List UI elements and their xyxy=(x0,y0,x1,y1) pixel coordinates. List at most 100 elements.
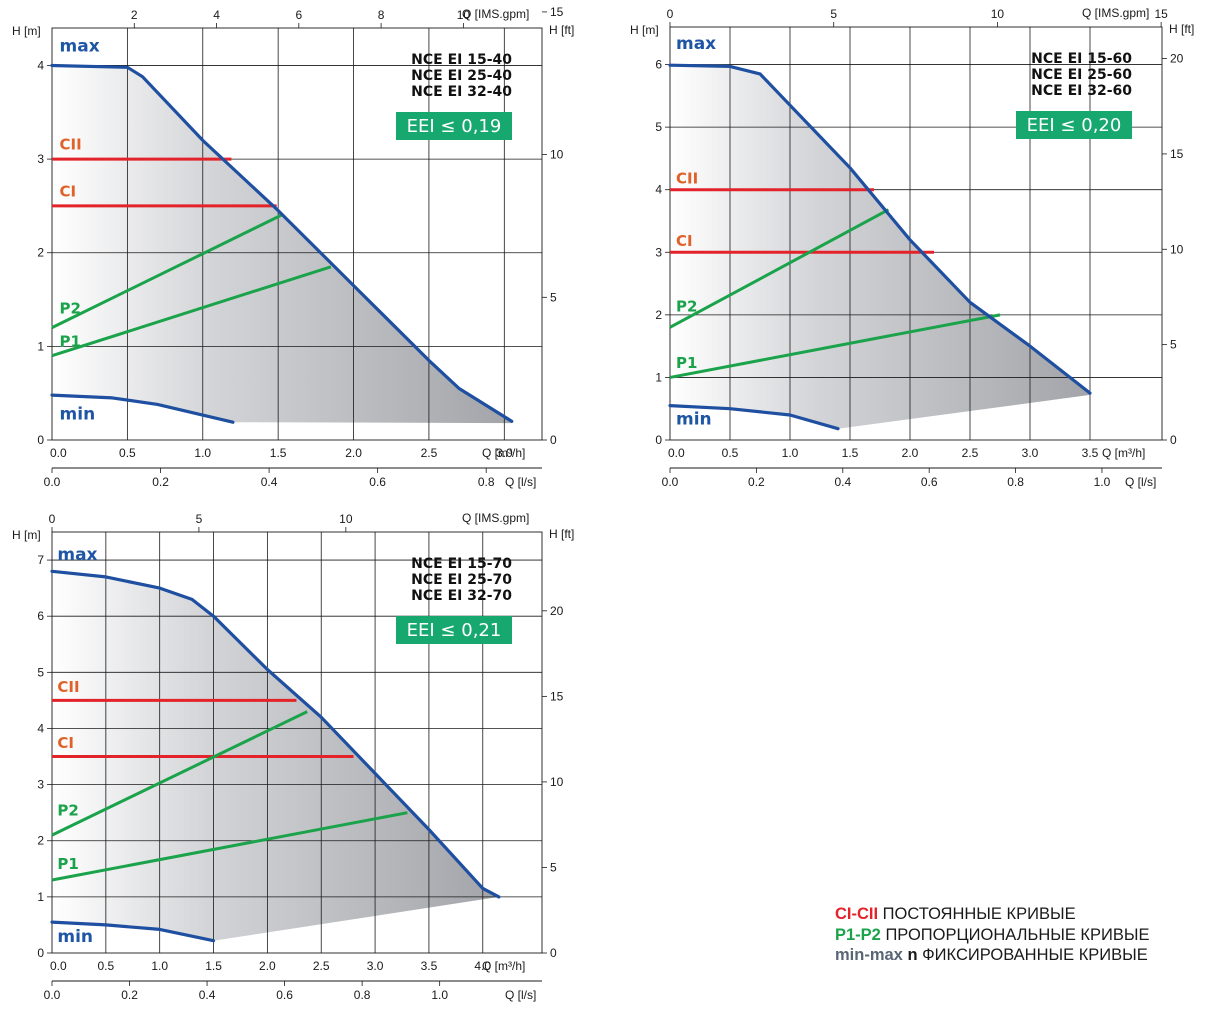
series-line-p2 xyxy=(51,710,308,837)
curve-label-p2: P2 xyxy=(57,801,78,819)
x-tick-label-m3h: 1.0 xyxy=(782,446,799,460)
x-tick-label-ls: 0.0 xyxy=(662,475,679,489)
model-name: NCE EI 15-60 xyxy=(1031,51,1132,67)
x-tick-label-m3h: 3.0 xyxy=(367,959,384,973)
y-axis-label-ft: H [ft] xyxy=(1169,22,1194,36)
x-tick-label-gpm: 6 xyxy=(295,8,302,22)
curve-label-cii: CII xyxy=(57,678,79,696)
x-tick-label-gpm: 10 xyxy=(339,512,353,526)
eei-badge: EEI ≤ 0,20 xyxy=(1016,111,1132,139)
x-tick-label-gpm: 5 xyxy=(830,7,837,21)
y-axis-label-m: H [m] xyxy=(12,24,41,38)
eei-badge: EEI ≤ 0,19 xyxy=(396,112,512,140)
x-tick-label-gpm: 5 xyxy=(196,512,203,526)
legend-key-fixed: min-max xyxy=(835,946,903,964)
model-name: NCE EI 32-60 xyxy=(1031,83,1132,99)
x-tick-label-ls: 0.8 xyxy=(478,475,495,489)
legend-n-mark: n xyxy=(902,946,918,964)
series-line-p1 xyxy=(51,811,408,882)
series-line-p1 xyxy=(51,265,332,358)
curve-label-max: max xyxy=(676,34,716,54)
x-tick-label-gpm: 2 xyxy=(131,8,138,22)
y-tick-label-m: 2 xyxy=(37,834,44,848)
y-tick-label-ft: 0 xyxy=(550,433,557,447)
x-tick-label-m3h: 1.5 xyxy=(205,959,222,973)
curve-label-max: max xyxy=(57,545,97,565)
y-tick-label-m: 6 xyxy=(655,58,662,72)
y-tick-label-ft: 10 xyxy=(550,775,564,789)
y-tick-label-m: 2 xyxy=(655,308,662,322)
legend-row-constant: CI-CII ПОСТОЯННЫЕ КРИВЫЕ xyxy=(835,904,1205,925)
y-tick-label-ft: 10 xyxy=(550,148,564,162)
x-tick-label-m3h: 1.0 xyxy=(194,446,211,460)
x-tick-label-gpm: 8 xyxy=(378,8,385,22)
y-tick-label-m: 0 xyxy=(37,433,44,447)
curve-label-ci: CI xyxy=(676,232,693,250)
plot-frame xyxy=(669,26,1163,441)
eei-badge-bg xyxy=(1016,111,1132,139)
x-tick-label-m3h: 2.5 xyxy=(421,446,438,460)
y-tick-label-m: 1 xyxy=(655,370,662,384)
x-tick-label-m3h-zero: 0.0 xyxy=(50,446,67,460)
min-curve xyxy=(50,920,216,943)
x-tick-label-m3h: 1.5 xyxy=(270,446,287,460)
y-tick-label-ft: 15 xyxy=(550,5,564,19)
x-tick-label-ls: 0.2 xyxy=(748,475,765,489)
plot-frame xyxy=(51,27,543,441)
model-name: NCE EI 32-70 xyxy=(411,588,512,604)
x-axis-label-ls: Q [l/s] xyxy=(1125,475,1156,489)
curve-label-cii: CII xyxy=(676,169,698,187)
x-tick-label-m3h: 0.5 xyxy=(98,959,115,973)
x-tick-label-m3h-zero: 0.0 xyxy=(50,959,67,973)
y-tick-label-ft: 5 xyxy=(1170,338,1177,352)
curve-label-min: min xyxy=(60,404,96,424)
y-axis-label-ft: H [ft] xyxy=(549,527,574,541)
plot-frame xyxy=(51,531,543,954)
min-curve xyxy=(50,393,235,424)
x-tick-label-m3h: 0.5 xyxy=(119,446,136,460)
y-tick-label-m: 4 xyxy=(655,183,662,197)
x-axis-label-gpm: Q [IMS.gpm] xyxy=(462,511,529,525)
x-axis-label-ls: Q [l/s] xyxy=(505,988,536,1002)
legend-row-proportional: P1-P2 ПРОПОРЦИОНАЛЬНЫЕ КРИВЫЕ xyxy=(835,925,1205,946)
max-curve xyxy=(50,569,501,899)
x-tick-label-ls: 0.6 xyxy=(276,988,293,1002)
legend-key-proportional: P1-P2 xyxy=(835,925,881,944)
x-tick-label-ls: 0.8 xyxy=(354,988,371,1002)
y-tick-label-ft: 10 xyxy=(1170,242,1184,256)
y-tick-label-m: 3 xyxy=(37,152,44,166)
x-tick-label-gpm: 0 xyxy=(49,512,56,526)
model-name: NCE EI 32-40 xyxy=(411,84,512,100)
curve-label-p1: P1 xyxy=(676,354,697,372)
y-axis-label-m: H [m] xyxy=(12,528,41,542)
curve-label-cii: CII xyxy=(60,136,82,154)
x-tick-label-m3h: 1.5 xyxy=(842,446,859,460)
x-tick-label-m3h: 2.0 xyxy=(345,446,362,460)
x-tick-label-m3h: 4.0 xyxy=(474,959,491,973)
x-axis-label-gpm: Q [IMS.gpm] xyxy=(462,7,529,21)
eei-badge-bg xyxy=(396,112,512,140)
x-tick-label-m3h: 2.0 xyxy=(259,959,276,973)
x-tick-label-gpm: 10 xyxy=(991,7,1005,21)
y-tick-label-m: 6 xyxy=(37,609,44,623)
eei-badge-text: EEI ≤ 0,19 xyxy=(407,116,502,137)
y-tick-label-m: 1 xyxy=(37,339,44,353)
series-line-p2 xyxy=(669,208,890,329)
model-name: NCE EI 25-60 xyxy=(1031,67,1132,83)
x-tick-label-ls: 0.6 xyxy=(921,475,938,489)
x-tick-label-ls: 0.4 xyxy=(834,475,851,489)
max-curve xyxy=(50,63,514,423)
x-axis-label-m3h: Q [m³/h] xyxy=(482,959,525,973)
legend-key-constant: CI-CII xyxy=(835,905,879,923)
x-tick-label-ls: 0.4 xyxy=(261,475,278,489)
x-tick-label-m3h: 3.0 xyxy=(1022,446,1039,460)
y-tick-label-m: 5 xyxy=(37,665,44,679)
y-tick-label-m: 3 xyxy=(655,245,662,259)
curve-label-p1: P1 xyxy=(57,855,78,873)
max-curve xyxy=(668,63,1092,395)
eei-badge-text: EEI ≤ 0,21 xyxy=(407,620,502,641)
y-tick-label-ft: 20 xyxy=(550,604,564,618)
y-tick-label-ft: 15 xyxy=(550,689,564,703)
